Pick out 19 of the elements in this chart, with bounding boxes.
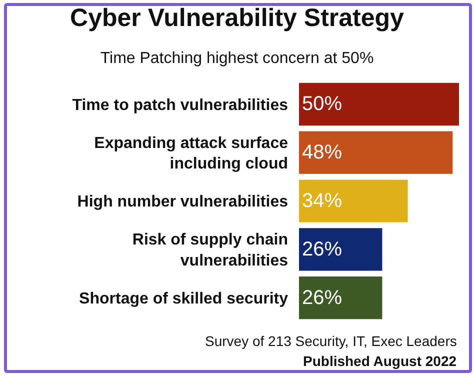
data-label: 26% [302, 238, 342, 260]
bar [299, 82, 459, 126]
text: Survey of 213 Security, IT, Exec Leaders [205, 333, 457, 349]
y-tick-label: Shortage of skilled security [79, 290, 288, 308]
y-tick-label: Expanding attack surface including cloud [94, 134, 288, 173]
y-tick-label: Risk of supply chain vulnerabilities [132, 232, 288, 270]
data-label: 34% [302, 190, 342, 212]
bar [299, 228, 382, 271]
bar [299, 276, 382, 320]
y-tick-label: Time to patch vulnerabilities [72, 96, 288, 114]
chart-title: Cyber Vulnerability Strategy [70, 4, 404, 32]
bar [299, 131, 453, 174]
data-label: 50% [302, 93, 342, 116]
chart-subtitle: Time Patching highest concern at 50% [100, 50, 374, 67]
y-tick-label: High number vulnerabilities [77, 194, 288, 211]
data-label: 48% [302, 142, 342, 164]
bar [299, 180, 408, 222]
data-label: 26% [302, 286, 342, 309]
text: Published August 2022 [303, 353, 457, 369]
